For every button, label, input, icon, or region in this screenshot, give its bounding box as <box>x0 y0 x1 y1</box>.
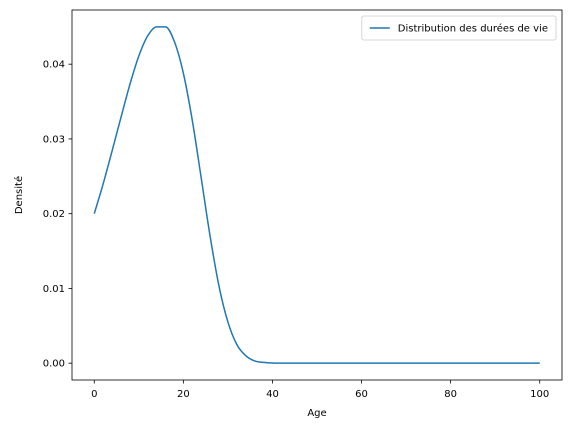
series-layer <box>93 26 540 364</box>
y-tick-label: 0.02 <box>43 209 65 220</box>
x-tick-label: 40 <box>266 389 279 400</box>
x-tick-label: 100 <box>530 389 549 400</box>
x-tick-label: 60 <box>355 389 368 400</box>
x-tick-label: 0 <box>91 389 97 400</box>
y-tick-label: 0.00 <box>43 359 65 370</box>
x-axis-label: Age <box>307 408 326 419</box>
x-tick-label: 80 <box>444 389 457 400</box>
x-axis-ticks: 0 20 40 60 80 100 <box>91 380 549 400</box>
legend: Distribution des durées de vie <box>361 15 557 41</box>
y-tick-label: 0.03 <box>43 134 65 145</box>
y-tick-label: 0.01 <box>43 284 65 295</box>
y-tick-label: 0.04 <box>43 60 65 71</box>
x-tick-label: 20 <box>177 389 190 400</box>
legend-box <box>361 15 557 41</box>
y-axis-ticks: 0.00 0.01 0.02 0.03 0.04 <box>43 60 72 370</box>
y-axis-label: Densité <box>13 176 25 214</box>
series-line <box>93 26 540 364</box>
legend-label: Distribution des durées de vie <box>398 23 548 35</box>
plot-frame <box>71 9 563 381</box>
